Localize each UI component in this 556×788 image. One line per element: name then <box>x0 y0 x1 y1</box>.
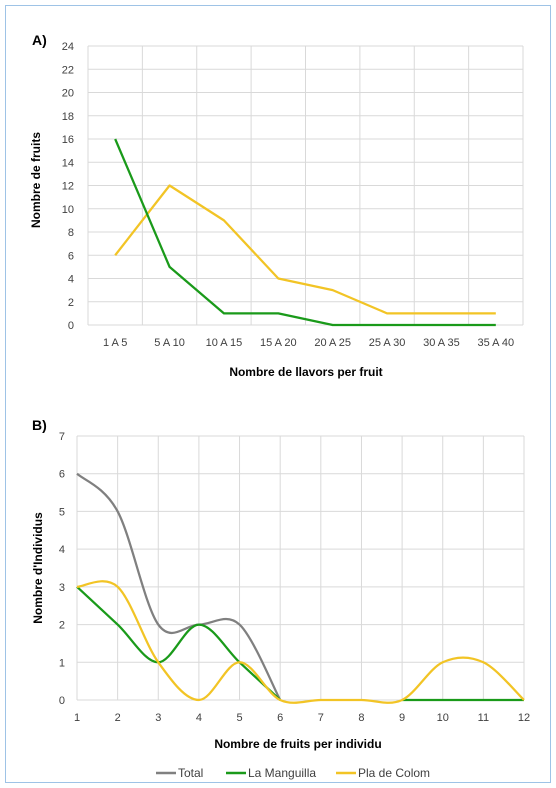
panel-a-y-tick-label: 6 <box>68 250 74 262</box>
panel-b-x-tick-label: 11 <box>478 712 489 724</box>
panel-a-x-tick-label: 25 A 30 <box>369 337 406 349</box>
panel-a-y-tick-label: 18 <box>62 111 74 123</box>
panel-b-x-tick-label: 1 <box>74 712 80 724</box>
panel-a-y-tick-label: 14 <box>62 157 74 169</box>
panel-a-label: A) <box>32 32 47 48</box>
panel-a-x-tick-label: 10 A 15 <box>206 337 243 349</box>
legend-label-pla-de-colom: Pla de Colom <box>358 766 430 780</box>
panel-b-series-line-la-manguilla <box>76 586 281 701</box>
panel-b-y-tick-label: 5 <box>59 506 65 518</box>
panel-a-y-tick-label: 2 <box>68 297 74 309</box>
panel-a-x-tick-label: 5 A 10 <box>154 337 185 349</box>
panel-b-x-tick-label: 12 <box>518 712 530 724</box>
legend: Total La Manguilla Pla de Colom <box>156 766 430 780</box>
panel-a-x-tick-label: 35 A 40 <box>477 337 514 349</box>
panel-a-y-tick-label: 4 <box>68 274 74 286</box>
legend-label-total: Total <box>178 766 203 780</box>
panel-b-y-tick-label: 1 <box>59 657 65 669</box>
panel-b-x-tick-label: 2 <box>115 712 121 724</box>
panel-b-y-tick-label: 6 <box>59 469 65 481</box>
panel-a-y-axis-title: Nombre de fruits <box>29 132 43 228</box>
panel-b-x-ticks: 1 2 3 4 5 6 7 8 9 10 11 12 <box>74 712 530 724</box>
panel-a-series-line-la-manguilla <box>114 138 496 327</box>
panel-a-x-tick-label: 15 A 20 <box>260 337 297 349</box>
panel-a-y-tick-label: 22 <box>62 64 74 76</box>
panel-a-series <box>114 138 496 327</box>
panel-a-y-tick-label: 16 <box>62 134 74 146</box>
panel-b-x-tick-label: 7 <box>318 712 324 724</box>
panel-b-y-tick-label: 0 <box>59 695 65 707</box>
panel-b-y-tick-label: 4 <box>59 544 65 556</box>
panel-a-series-line-pla-de-colom <box>114 184 496 315</box>
panel-b-x-tick-label: 6 <box>277 712 283 724</box>
panel-a-x-tick-label: 30 A 35 <box>423 337 460 349</box>
panel-a-y-tick-label: 8 <box>68 227 74 239</box>
panel-b-x-tick-label: 8 <box>358 712 364 724</box>
panel-b-gridlines <box>76 435 525 701</box>
panel-b-x-tick-label: 4 <box>196 712 202 724</box>
panel-b-x-tick-label: 9 <box>399 712 405 724</box>
panel-b-label: B) <box>32 417 47 433</box>
panel-a-x-axis-title: Nombre de llavors per fruit <box>229 365 382 379</box>
panel-a-y-tick-label: 0 <box>68 320 74 332</box>
panel-a-x-ticks: 1 A 5 5 A 10 10 A 15 15 A 20 20 A 25 25 A 30 3… <box>103 337 514 349</box>
panel-b-series-line-pla-de-colom <box>76 580 525 704</box>
legend-label-la-manguilla: La Manguilla <box>248 766 316 780</box>
panel-b-y-tick-label: 2 <box>59 620 65 632</box>
panel-a-x-tick-label: 20 A 25 <box>314 337 351 349</box>
panel-b-series <box>76 472 525 704</box>
panel-a-gridlines <box>87 45 524 326</box>
panel-b-y-tick-label: 3 <box>59 582 65 594</box>
chart-frame <box>5 5 551 783</box>
panel-b-y-tick-label: 7 <box>59 431 65 443</box>
panel-a-y-tick-label: 12 <box>62 181 74 193</box>
panel-b-x-tick-label: 5 <box>236 712 242 724</box>
panel-b-series-line-total <box>76 472 282 701</box>
panel-b-y-axis-title: Nombre d'Individus <box>31 512 45 624</box>
panel-b-x-tick-label: 10 <box>437 712 449 724</box>
panel-a-y-tick-label: 10 <box>62 204 74 216</box>
panel-a-x-tick-label: 1 A 5 <box>103 337 127 349</box>
panel-a-y-tick-label: 24 <box>62 41 74 53</box>
panel-b-x-axis-title: Nombre de fruits per individu <box>214 737 381 751</box>
panel-b-x-tick-label: 3 <box>155 712 161 724</box>
panel-a-y-tick-label: 20 <box>62 88 74 100</box>
panel-b-y-ticks: 0 1 2 3 4 5 6 7 <box>59 431 65 707</box>
